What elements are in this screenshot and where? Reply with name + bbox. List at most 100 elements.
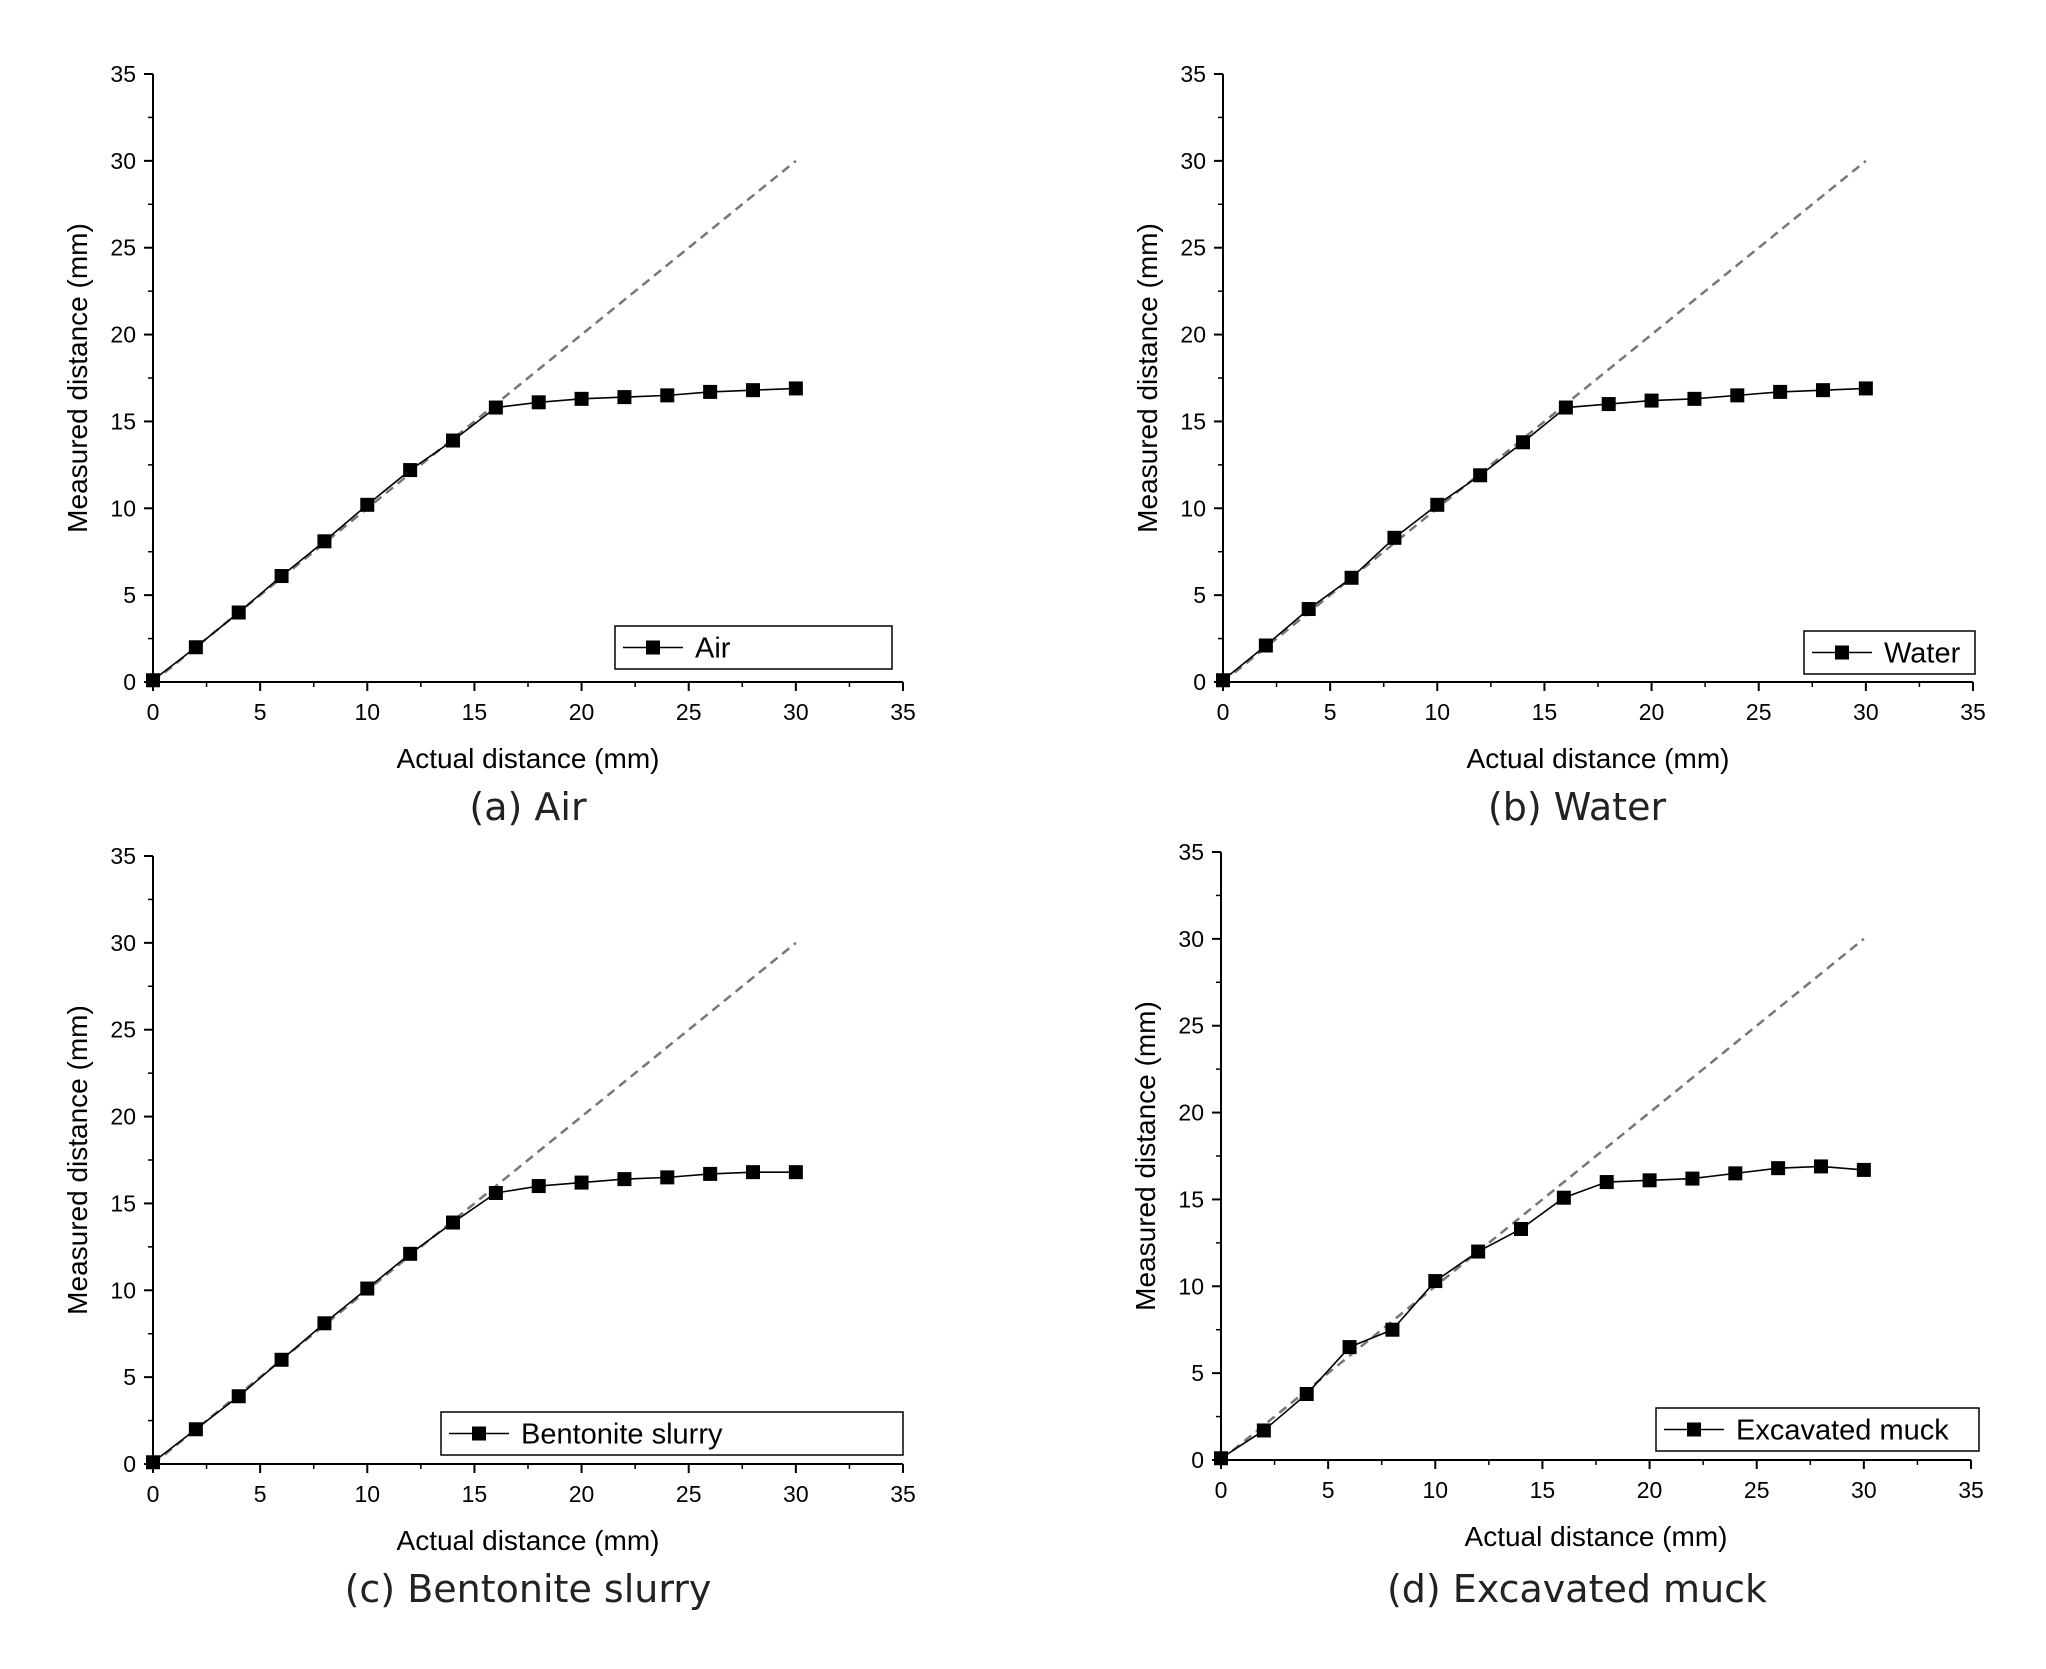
- data-point: [1342, 1340, 1357, 1355]
- series-line: [1220, 1165, 1864, 1459]
- data-point: [703, 384, 718, 399]
- data-point: [360, 497, 375, 512]
- chart-panel-air: 0 5 10 15 20 25 30 35 0 5 10 15 20 25 30 35 Actual dista…: [0, 0, 1023, 834]
- y-tick-label: 10: [110, 495, 136, 521]
- y-tick-label: 5: [1193, 582, 1206, 608]
- x-tick-label: 5: [1322, 1477, 1335, 1503]
- series-line: [1222, 387, 1866, 681]
- x-tick-label: 35: [890, 1481, 916, 1507]
- data-point: [1728, 1166, 1743, 1181]
- y-tick-label: 10: [1180, 495, 1206, 521]
- x-tick-label: 15: [462, 1481, 488, 1507]
- x-tick-label: 20: [1637, 1477, 1663, 1503]
- x-tick-label: 25: [1746, 699, 1772, 725]
- y-axis-label: Measured distance (mm): [1130, 1001, 1161, 1311]
- data-point: [1514, 1221, 1528, 1236]
- data-point: [1216, 673, 1230, 688]
- legend-label: Air: [695, 633, 731, 665]
- data-point: [1516, 435, 1530, 450]
- legend: Bentonite slurry: [440, 1411, 904, 1456]
- y-tick-label: 20: [1180, 322, 1206, 348]
- y-tick-label: 15: [110, 1190, 136, 1216]
- chart-svg-air: 0 5 10 15 20 25 30 35 0 5 10 15 20 25 30 35 Actual dista…: [62, 61, 916, 774]
- caption-bentonite-slurry: (c) Bentonite slurry: [344, 1567, 712, 1611]
- y-tick-label: 0: [1193, 669, 1206, 695]
- data-point: [1685, 1171, 1700, 1186]
- data-point: [360, 1281, 375, 1296]
- data-point: [1471, 1244, 1486, 1259]
- data-point: [488, 1186, 503, 1201]
- y-axis-label: Measured distance (mm): [1132, 223, 1163, 533]
- caption-water: (b) Water: [1487, 785, 1667, 829]
- series-line: [152, 1171, 796, 1463]
- x-tick-label: 5: [1324, 699, 1337, 725]
- data-point: [1687, 391, 1702, 406]
- x-tick-label: 10: [1424, 699, 1450, 725]
- legend-marker: [1835, 645, 1849, 660]
- chart-panel-bentonite-slurry: 0 5 10 15 20 25 30 35 0 5 10 15 20 25 30 35 Actual dista…: [0, 834, 1023, 1668]
- x-tick-label: 30: [783, 699, 809, 725]
- data-point: [1644, 393, 1659, 408]
- x-tick-label: 25: [676, 699, 702, 725]
- y-axis-label: Measured distance (mm): [62, 1005, 93, 1315]
- series-line: [152, 387, 796, 681]
- legend-marker: [1687, 1422, 1701, 1437]
- x-axis-label: Actual distance (mm): [1467, 743, 1730, 774]
- x-tick-label: 35: [890, 699, 916, 725]
- data-point: [317, 1316, 332, 1331]
- data-point: [1601, 397, 1616, 412]
- x-axis-label: Actual distance (mm): [397, 1525, 660, 1556]
- data-point: [1773, 384, 1788, 399]
- legend: Excavated muck: [1655, 1407, 1980, 1452]
- data-point: [1816, 383, 1830, 398]
- legend: Air: [614, 625, 893, 670]
- x-tick-label: 30: [783, 1481, 809, 1507]
- data-point: [1642, 1173, 1657, 1188]
- data-point: [1214, 1451, 1228, 1466]
- data-point: [660, 388, 675, 403]
- chart-svg-water: 0 5 10 15 20 25 30 35 0 5 10 15 20 25 30 35 Actual dista…: [1132, 61, 1986, 774]
- data-point: [1344, 570, 1359, 585]
- data-point: [617, 1172, 632, 1187]
- data-point: [1385, 1322, 1400, 1337]
- data-point: [446, 1215, 460, 1230]
- y-tick-label: 0: [123, 1451, 136, 1477]
- y-tick-label: 30: [1178, 926, 1204, 952]
- x-tick-label: 20: [1639, 699, 1665, 725]
- x-tick-label: 0: [1217, 699, 1230, 725]
- data-point: [1430, 497, 1445, 512]
- y-tick-label: 25: [1178, 1013, 1204, 1039]
- legend: Water: [1803, 630, 1976, 675]
- data-point: [574, 391, 589, 406]
- x-tick-label: 15: [1532, 699, 1558, 725]
- x-axis-label: Actual distance (mm): [397, 743, 660, 774]
- chart-svg-excavated-muck: 0 5 10 15 20 25 30 35 0 5 10 15 20 25 30 35 Actual dista…: [1130, 839, 1984, 1552]
- y-tick-label: 10: [1178, 1273, 1204, 1299]
- data-point: [1558, 400, 1573, 415]
- x-tick-label: 25: [1744, 1477, 1770, 1503]
- data-point: [488, 400, 503, 415]
- chart-svg-bentonite-slurry: 0 5 10 15 20 25 30 35 0 5 10 15 20 25 30 35 Actual dista…: [62, 843, 916, 1556]
- x-tick-label: 0: [1215, 1477, 1228, 1503]
- data-point: [188, 640, 203, 655]
- legend-label: Bentonite slurry: [521, 1419, 723, 1451]
- y-tick-label: 15: [110, 408, 136, 434]
- x-tick-label: 20: [569, 1481, 595, 1507]
- y-tick-label: 20: [110, 322, 136, 348]
- chart-panel-water: 0 5 10 15 20 25 30 35 0 5 10 15 20 25 30 35 Actual dista…: [1023, 0, 2046, 834]
- data-point: [531, 1179, 546, 1194]
- data-point: [403, 1246, 418, 1261]
- x-tick-label: 0: [147, 1481, 160, 1507]
- legend-label: Water: [1884, 638, 1961, 670]
- y-tick-label: 35: [110, 61, 136, 87]
- y-tick-label: 15: [1178, 1186, 1204, 1212]
- data-point: [1256, 1423, 1271, 1438]
- x-tick-label: 35: [1958, 1477, 1984, 1503]
- x-tick-label: 25: [676, 1481, 702, 1507]
- y-tick-label: 30: [110, 930, 136, 956]
- data-point: [1599, 1175, 1614, 1190]
- data-point: [188, 1422, 203, 1437]
- x-tick-label: 30: [1853, 699, 1879, 725]
- data-point: [1858, 381, 1873, 396]
